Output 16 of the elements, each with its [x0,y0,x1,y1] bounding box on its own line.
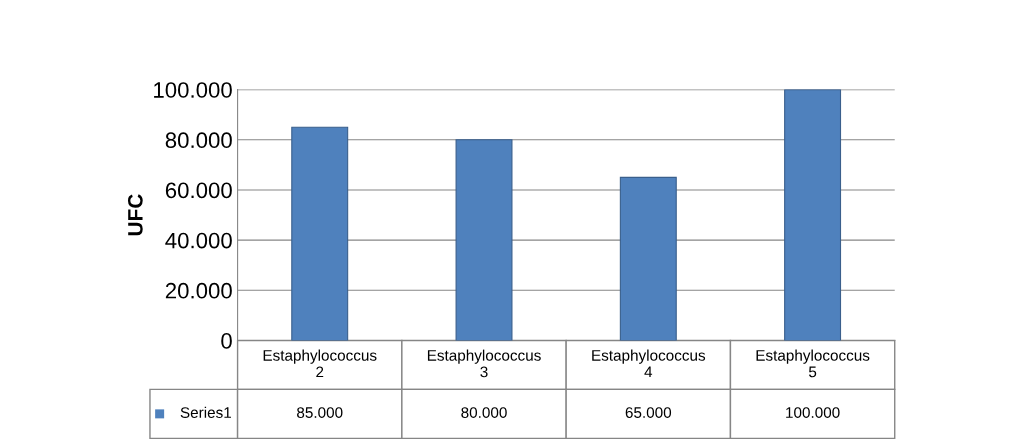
data-label: 65.000 [625,407,672,418]
x-tick-label: Estaphylococcus 2 [263,349,377,378]
data-label: 85.000 [297,407,343,418]
y-tick-label: 20.000 [165,282,232,299]
y-axis-title: UFC [127,194,143,236]
legend-label: Series1 [180,406,231,418]
y-tick-label: 40.000 [165,232,232,249]
x-tick-label: Estaphylococcus 3 [427,349,541,378]
y-tick-label: 100.000 [154,82,232,98]
y-tick-label: 80.000 [165,132,232,149]
data-label: 80.000 [461,407,507,418]
y-tick-label: 60.000 [165,182,232,199]
x-tick-label: Estaphylococcus 5 [756,349,870,378]
y-tick-label: 0 [221,333,232,349]
x-tick-label: Estaphylococcus 4 [592,349,706,378]
data-label: 100.000 [786,407,840,418]
